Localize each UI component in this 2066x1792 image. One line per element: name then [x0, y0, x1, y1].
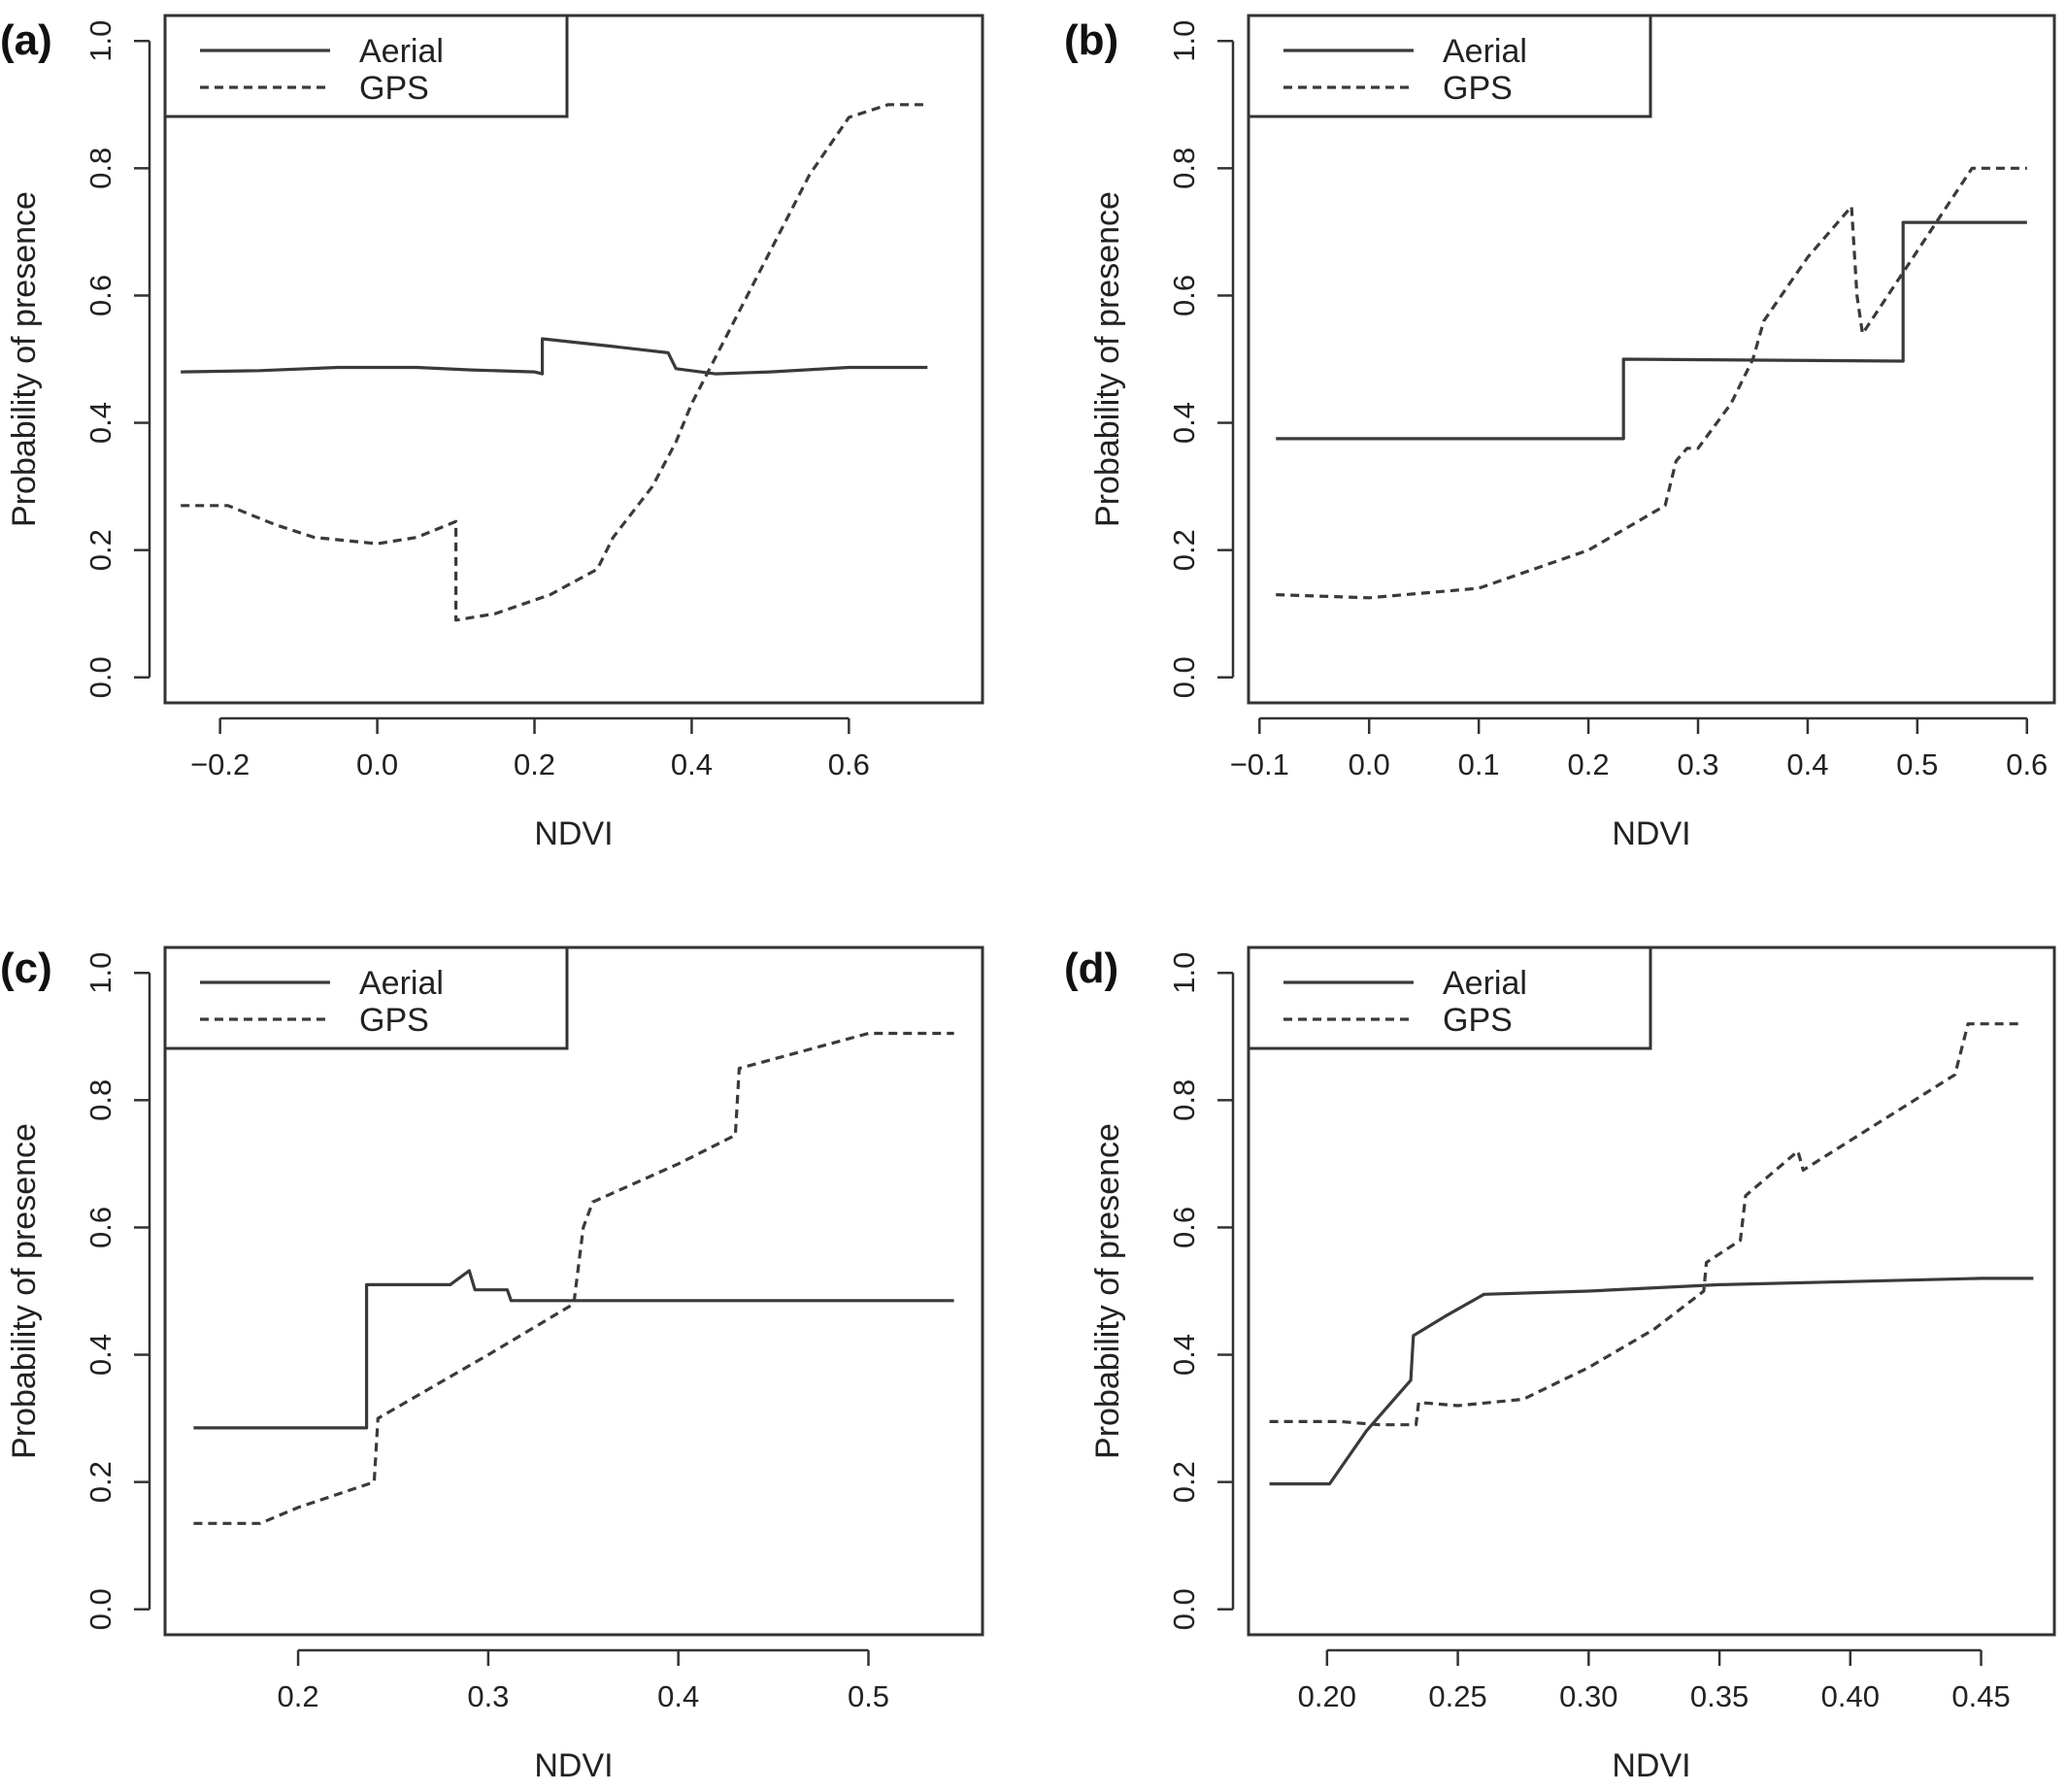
- x-tick-label: 0.2: [278, 1679, 319, 1713]
- y-tick-label: 0.6: [1167, 275, 1201, 316]
- y-tick-label: 0.4: [83, 402, 117, 444]
- series-line-aerial: [1276, 220, 2027, 441]
- y-tick-label: 1.0: [83, 20, 117, 62]
- legend-label: GPS: [359, 70, 429, 107]
- legend-label: GPS: [1443, 1002, 1513, 1039]
- y-tick-label: 0.4: [1167, 402, 1201, 444]
- x-axis: −0.2 0.0 0.2 0.4 0.6: [190, 716, 870, 781]
- series-line-aerial: [193, 1269, 954, 1430]
- panel-label: (a): [0, 17, 52, 64]
- y-tick-label: 1.0: [83, 952, 117, 994]
- x-tick-label: 0.20: [1298, 1679, 1356, 1713]
- legend-label: Aerial: [1443, 965, 1527, 1002]
- y-tick-label: 0.8: [83, 1079, 117, 1121]
- legend-label: GPS: [1443, 70, 1513, 107]
- y-tick-label: 0.4: [1167, 1334, 1201, 1376]
- x-axis-title: NDVI: [534, 815, 613, 852]
- y-tick-label: 0.2: [83, 529, 117, 571]
- chart-panel-c: 0.2 0.3 0.4 0.5 0.0 0.2 0.4 0.6 0.8 1.0 NDVI Probab…: [0, 945, 984, 1784]
- y-tick-label: 0.8: [1167, 148, 1201, 189]
- x-tick-label: 0.0: [356, 747, 398, 781]
- y-tick-label: 0.0: [1167, 656, 1201, 698]
- y-axis: 0.0 0.2 0.4 0.6 0.8 1.0: [83, 952, 151, 1630]
- panel-label: (c): [0, 945, 52, 992]
- y-tick-label: 0.8: [1167, 1079, 1201, 1121]
- chart-panel-a: −0.2 0.0 0.2 0.4 0.6 0.0 0.2 0.4 0.6 0.8 1.0 NDVI Pr…: [0, 14, 984, 852]
- y-tick-label: 1.0: [1167, 20, 1201, 62]
- y-tick-label: 1.0: [1167, 952, 1201, 994]
- legend-box: [1247, 946, 1652, 1050]
- y-tick-label: 0.0: [1167, 1588, 1201, 1630]
- x-tick-label: 0.45: [1951, 1679, 2010, 1713]
- x-tick-label: 0.4: [1786, 747, 1828, 781]
- series-line-aerial: [1269, 1277, 2034, 1486]
- chart-panel-b: −0.1 0.0 0.1 0.2 0.3 0.4 0.5 0.6 0.0 0.2 0.4 0.6 0.8…: [1064, 14, 2056, 852]
- y-axis-title: Probability of presence: [6, 1123, 43, 1459]
- x-tick-label: 0.6: [828, 747, 870, 781]
- legend-label: Aerial: [1443, 33, 1527, 70]
- y-tick-label: 0.4: [83, 1334, 117, 1376]
- x-axis-title: NDVI: [1612, 815, 1690, 852]
- x-tick-label: 0.2: [1568, 747, 1610, 781]
- y-tick-label: 0.6: [83, 1207, 117, 1248]
- x-axis: −0.1 0.0 0.1 0.2 0.3 0.4 0.5 0.6: [1230, 716, 2048, 781]
- y-tick-label: 0.0: [83, 656, 117, 698]
- x-tick-label: 0.1: [1458, 747, 1500, 781]
- legend-box: [1247, 14, 1652, 118]
- y-axis-title: Probability of presence: [1089, 1123, 1126, 1459]
- x-tick-label: 0.30: [1559, 1679, 1617, 1713]
- x-tick-label: −0.2: [190, 747, 250, 781]
- y-tick-label: 0.2: [83, 1461, 117, 1503]
- x-axis-title: NDVI: [534, 1747, 613, 1784]
- x-tick-label: 0.35: [1690, 1679, 1749, 1713]
- x-tick-label: 0.2: [514, 747, 555, 781]
- y-tick-label: 0.2: [1167, 529, 1201, 571]
- y-axis-title: Probability of presence: [6, 191, 43, 527]
- x-axis: 0.2 0.3 0.4 0.5: [278, 1648, 889, 1713]
- series-line-gps: [1276, 166, 2027, 600]
- y-tick-label: 0.6: [1167, 1207, 1201, 1248]
- x-tick-label: 0.3: [467, 1679, 509, 1713]
- x-tick-label: 0.0: [1349, 747, 1390, 781]
- y-axis-title: Probability of presence: [1089, 191, 1126, 527]
- x-tick-label: 0.5: [848, 1679, 889, 1713]
- x-tick-label: 0.3: [1677, 747, 1718, 781]
- series-line-gps: [181, 103, 928, 622]
- x-tick-label: −0.1: [1230, 747, 1289, 781]
- chart-panel-d: 0.20 0.25 0.30 0.35 0.40 0.45 0.0 0.2 0.4 0.6 0.8 1…: [1064, 945, 2056, 1784]
- x-tick-label: 0.5: [1896, 747, 1938, 781]
- series-line-gps: [193, 1031, 954, 1525]
- legend-box: [163, 946, 569, 1050]
- x-tick-label: 0.4: [671, 747, 713, 781]
- y-axis: 0.0 0.2 0.4 0.6 0.8 1.0: [1167, 952, 1235, 1630]
- y-tick-label: 0.6: [83, 275, 117, 316]
- series-line-aerial: [181, 337, 928, 376]
- legend-label: Aerial: [359, 965, 444, 1002]
- x-tick-label: 0.4: [657, 1679, 699, 1713]
- x-tick-label: 0.6: [2006, 747, 2048, 781]
- panel-label: (d): [1064, 945, 1118, 992]
- y-axis: 0.0 0.2 0.4 0.6 0.8 1.0: [1167, 20, 1235, 698]
- series-line-gps: [1269, 1022, 2020, 1427]
- legend-label: Aerial: [359, 33, 444, 70]
- plot-frame: [163, 946, 984, 1637]
- legend-box: [163, 14, 569, 118]
- y-tick-label: 0.8: [83, 148, 117, 189]
- plot-frame: [163, 14, 984, 705]
- y-tick-label: 0.0: [83, 1588, 117, 1630]
- x-axis-title: NDVI: [1612, 1747, 1690, 1784]
- legend-label: GPS: [359, 1002, 429, 1039]
- y-axis: 0.0 0.2 0.4 0.6 0.8 1.0: [83, 20, 151, 698]
- x-tick-label: 0.25: [1428, 1679, 1486, 1713]
- panel-label: (b): [1064, 17, 1118, 64]
- y-tick-label: 0.2: [1167, 1461, 1201, 1503]
- x-tick-label: 0.40: [1821, 1679, 1880, 1713]
- x-axis: 0.20 0.25 0.30 0.35 0.40 0.45: [1298, 1648, 2011, 1713]
